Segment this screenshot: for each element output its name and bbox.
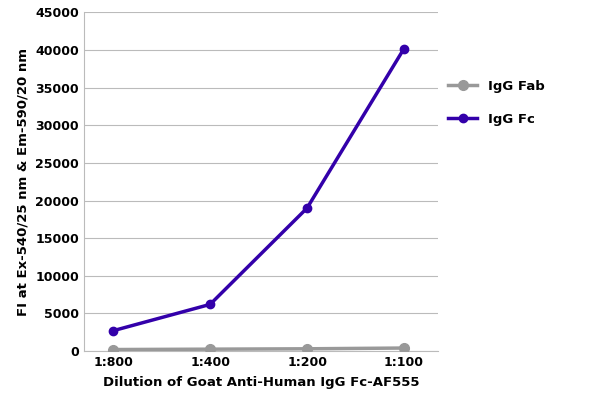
- IgG Fab: [304, 347, 311, 351]
- IgG Fab: [109, 347, 116, 352]
- IgG Fc: [206, 302, 214, 307]
- Line: IgG Fc: IgG Fc: [109, 44, 408, 335]
- IgG Fc: [304, 206, 311, 211]
- IgG Fab: [206, 347, 214, 351]
- Legend: IgG Fab, IgG Fc: IgG Fab, IgG Fc: [448, 80, 544, 126]
- Line: IgG Fab: IgG Fab: [108, 343, 409, 354]
- X-axis label: Dilution of Goat Anti-Human IgG Fc-AF555: Dilution of Goat Anti-Human IgG Fc-AF555: [103, 376, 419, 389]
- IgG Fc: [400, 46, 407, 51]
- IgG Fc: [109, 328, 116, 333]
- IgG Fab: [400, 346, 407, 351]
- Y-axis label: FI at Ex-540/25 nm & Em-590/20 nm: FI at Ex-540/25 nm & Em-590/20 nm: [17, 48, 30, 316]
